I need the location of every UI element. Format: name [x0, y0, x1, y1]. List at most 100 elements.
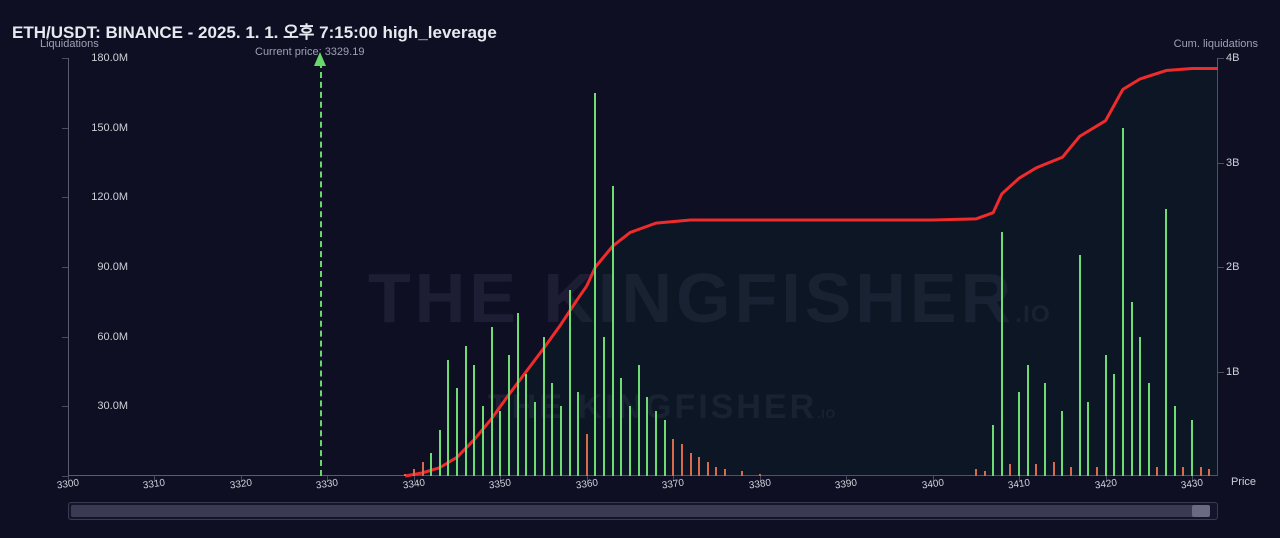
bar-short	[984, 471, 986, 476]
bar-long	[1105, 355, 1107, 476]
bar-long	[1165, 209, 1167, 476]
bar-long	[465, 346, 467, 476]
y-right-label: 3B	[1226, 157, 1239, 169]
current-price-line	[320, 62, 322, 476]
bar-short	[1182, 467, 1184, 476]
bar-long	[646, 397, 648, 476]
chart-plot-area[interactable]: THE KINGFISHER.IO THE KINGFISHER.IO Pric…	[68, 58, 1218, 476]
x-label: 3370	[661, 478, 685, 492]
x-label: 3300	[56, 478, 80, 492]
y-left-label: 180.0M	[91, 52, 128, 64]
bar-long	[456, 388, 458, 476]
bar-long	[569, 290, 571, 476]
bar-long	[629, 406, 631, 476]
bar-short	[404, 474, 406, 476]
y-left-tick	[62, 337, 68, 338]
bar-short	[715, 467, 717, 476]
bar-long	[1027, 365, 1029, 476]
bar-long	[508, 355, 510, 476]
y-right-tick	[1218, 58, 1224, 59]
bar-long	[594, 93, 596, 476]
bar-short	[1200, 467, 1202, 476]
bar-long	[560, 406, 562, 476]
y-left-label: 150.0M	[91, 122, 128, 134]
x-label: 3410	[1007, 478, 1031, 492]
bar-long	[664, 420, 666, 476]
bar-short	[1053, 462, 1055, 476]
bar-short	[681, 444, 683, 477]
bar-short	[413, 469, 415, 476]
x-label: 3340	[402, 478, 426, 492]
bar-short	[1009, 464, 1011, 476]
bar-long	[1001, 232, 1003, 476]
chart-root: ETH/USDT: BINANCE - 2025. 1. 1. 오후 7:15:…	[0, 0, 1280, 538]
bar-long	[1191, 420, 1193, 476]
bar-long	[1131, 302, 1133, 476]
bar-long	[638, 365, 640, 476]
bar-long	[1018, 392, 1020, 476]
bar-long	[1148, 383, 1150, 476]
bar-short	[422, 462, 424, 476]
bar-short	[759, 474, 761, 476]
bar-long	[620, 378, 622, 476]
bar-short	[1208, 469, 1210, 476]
x-label: 3360	[575, 478, 599, 492]
y-right-label: 1B	[1226, 366, 1239, 378]
bar-long	[534, 402, 536, 476]
bar-long	[447, 360, 449, 476]
bar-long	[992, 425, 994, 476]
bar-short	[1035, 464, 1037, 476]
bar-long	[1174, 406, 1176, 476]
y-left-label: 90.0M	[97, 261, 128, 273]
y-right-tick	[1218, 267, 1224, 268]
x-label: 3400	[921, 478, 945, 492]
x-label: 3310	[143, 478, 167, 492]
x-label: 3420	[1094, 478, 1118, 492]
bar-long	[517, 313, 519, 476]
bar-short	[690, 453, 692, 476]
x-axis-title: Price	[1231, 476, 1256, 488]
y-left-tick	[62, 406, 68, 407]
range-scrollbar-handle[interactable]	[1192, 505, 1210, 517]
bar-long	[491, 327, 493, 476]
bar-long	[1139, 337, 1141, 476]
bar-short	[672, 439, 674, 476]
y-right-label: 4B	[1226, 52, 1239, 64]
bar-long	[612, 186, 614, 476]
range-scrollbar[interactable]	[68, 502, 1218, 520]
x-label: 3350	[489, 478, 513, 492]
x-label: 3330	[316, 478, 340, 492]
bar-long	[482, 406, 484, 476]
bar-long	[499, 411, 501, 476]
x-label: 3320	[229, 478, 253, 492]
y-left-tick	[62, 58, 68, 59]
y-left-label: 120.0M	[91, 191, 128, 203]
bar-short	[724, 469, 726, 476]
bar-long	[551, 383, 553, 476]
bar-short	[698, 457, 700, 476]
y-right-tick	[1218, 163, 1224, 164]
bar-short	[1156, 467, 1158, 476]
bar-long	[603, 337, 605, 476]
bar-long	[1044, 383, 1046, 476]
bar-long	[543, 337, 545, 476]
current-price-label: Current price: 3329.19	[255, 46, 364, 58]
bar-long	[1113, 374, 1115, 476]
y-left-tick	[62, 267, 68, 268]
y-axis-title-left: Liquidations	[40, 38, 99, 50]
range-scrollbar-thumb[interactable]	[71, 505, 1198, 517]
y-right-tick	[1218, 372, 1224, 373]
bar-long	[439, 430, 441, 476]
x-label: 3390	[834, 478, 858, 492]
bar-long	[1087, 402, 1089, 476]
bar-short	[975, 469, 977, 476]
y-right-label: 2B	[1226, 261, 1239, 273]
bar-short	[586, 434, 588, 476]
bar-long	[655, 411, 657, 476]
bar-long	[577, 392, 579, 476]
x-label: 3430	[1180, 478, 1204, 492]
y-left-label: 60.0M	[97, 331, 128, 343]
bar-short	[1070, 467, 1072, 476]
bar-long	[473, 365, 475, 476]
y-left-tick	[62, 197, 68, 198]
